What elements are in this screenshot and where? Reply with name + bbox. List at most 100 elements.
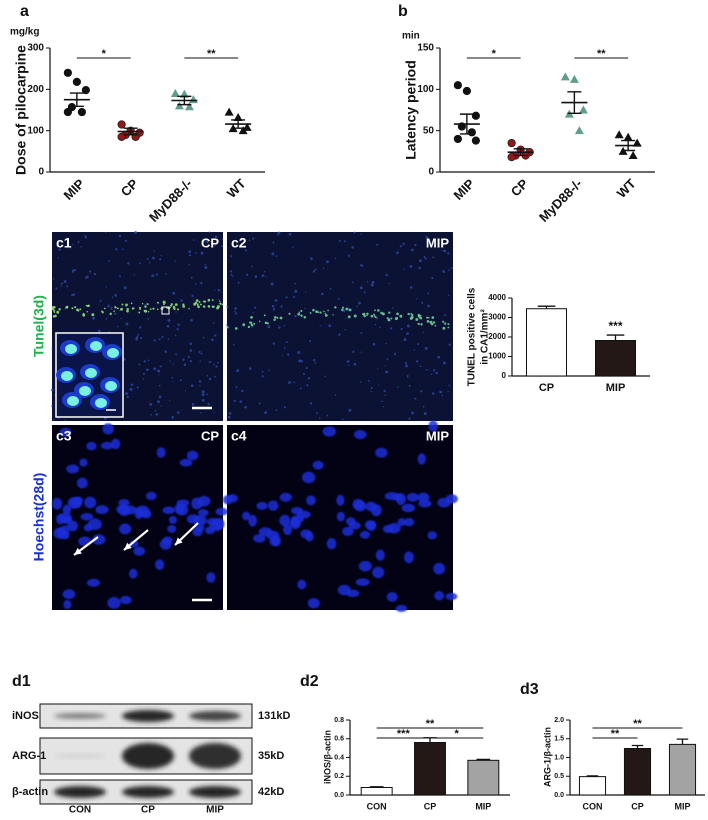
nucleus-dot [53,278,55,280]
nucleus-dot [119,275,122,278]
nucleus-dot [227,415,231,419]
nucleus-dot [254,306,257,309]
nucleus [256,501,268,510]
nucleus-dot [302,372,306,375]
nucleus-dot [115,248,118,251]
nucleus-dot [298,359,302,363]
inset-cell-core [107,348,119,358]
positive-cell [250,323,254,327]
nucleus-dot [124,239,128,243]
y-tick-label: 0 [38,167,44,178]
nucleus-dot [229,270,233,273]
positive-cell [86,310,89,313]
nucleus-dot [406,375,409,377]
nucleus-dot [133,274,135,276]
nucleus-dot [212,322,215,324]
nucleus-dot [352,350,355,353]
x-tick-label: MIP [60,176,87,203]
positive-cell [447,326,450,329]
nucleus [84,496,97,509]
group-label: MIP [426,235,449,250]
nucleus-dot [285,296,288,299]
nucleus-dot [71,269,74,272]
nucleus-dot [384,394,387,397]
nucleus-dot [403,338,407,342]
nucleus [279,492,292,502]
nucleus [107,596,121,609]
nucleus-dot [443,249,447,253]
nucleus-dot [92,316,96,320]
bar [578,776,607,796]
positive-cell [303,315,307,319]
nucleus-dot [422,405,425,408]
nucleus-dot [99,299,102,302]
positive-cell [420,323,423,326]
data-point [623,132,633,141]
nucleus-dot [69,247,72,249]
y-tick-label: 1.0 [554,754,564,761]
inset-cell-core [95,398,107,408]
nucleus-dot [110,306,113,308]
nucleus-dot [432,256,435,259]
positive-cell [109,312,112,316]
nucleus-dot [105,317,108,320]
nucleus-dot [177,323,180,326]
nucleus-dot [313,358,316,362]
nucleus-dot [208,377,212,381]
nucleus-dot [136,386,139,389]
nucleus-dot [218,298,220,301]
error-bar [676,738,689,745]
y-tick-label: 0.0 [554,792,564,799]
y-axis-label: TUNEL positive cells [467,287,478,386]
nucleus-dot [148,261,151,264]
nucleus [162,506,176,514]
nucleus-dot [366,281,369,283]
nucleus-dot [286,353,290,356]
nucleus-dot [328,324,332,328]
nucleus-dot [258,402,261,405]
nucleus-dot [230,273,233,276]
positive-cell [91,313,95,317]
positive-cell [226,326,229,329]
nucleus-dot [329,287,332,291]
blot-band [54,754,106,758]
nucleus-dot [176,328,179,331]
nucleus-dot [157,369,161,373]
nucleus-dot [201,398,205,402]
nucleus-dot [307,377,311,380]
positive-cell [319,311,322,314]
nucleus [198,509,209,517]
nucleus-dot [201,253,203,255]
panel-label: d3 [520,681,539,698]
y-axis-label: Latency period [403,60,419,160]
nucleus-dot [51,405,53,407]
x-tick-label: WT [614,176,639,201]
y-tick-label: 150 [417,43,434,54]
nucleus-dot [351,246,355,249]
nucleus-dot [202,336,205,339]
data-point [569,74,579,83]
nucleus-dot [391,307,394,309]
nucleus-dot [125,305,127,308]
nucleus-dot [93,272,97,276]
positive-cell [345,307,349,311]
nucleus [428,420,438,432]
nucleus-dot [150,413,153,416]
nucleus-dot [126,395,129,398]
nucleus-dot [146,257,149,260]
nucleus-dot [165,273,167,275]
nucleus-dot [221,238,223,240]
roi-marker [161,306,170,315]
nucleus-dot [404,361,408,365]
nucleus-dot [214,235,218,239]
nucleus-dot [448,269,450,272]
inset-cell-core [61,371,73,381]
nucleus-dot [228,411,232,415]
nucleus-dot [252,311,254,314]
nucleus-dot [447,390,449,393]
nucleus-dot [175,311,177,313]
positive-cell [426,316,429,319]
inset-cell-core [105,381,117,391]
nucleus-dot [214,244,216,247]
positive-cell [312,308,315,312]
